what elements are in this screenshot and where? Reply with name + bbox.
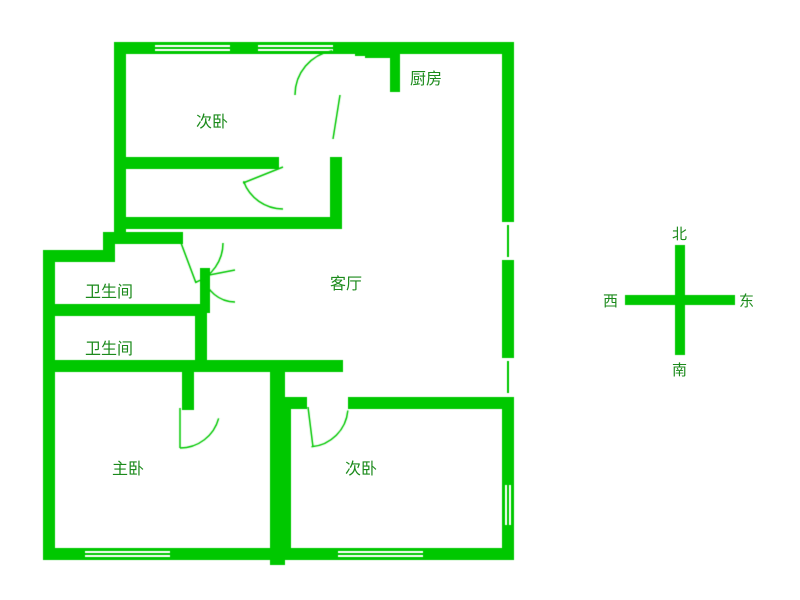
room-label-bath1: 卫生间: [85, 278, 133, 302]
compass-north: 北: [672, 223, 687, 244]
room-label-bedroom2b: 次卧: [345, 455, 377, 479]
room-label-living: 客厅: [330, 270, 362, 294]
room-label-bedroom2a: 次卧: [196, 108, 228, 132]
compass-south: 南: [672, 359, 687, 380]
compass-east: 东: [739, 290, 754, 311]
room-label-bath2: 卫生间: [85, 335, 133, 359]
room-label-master: 主卧: [112, 455, 144, 479]
room-label-kitchen: 厨房: [410, 65, 442, 89]
compass-west: 西: [603, 290, 618, 311]
